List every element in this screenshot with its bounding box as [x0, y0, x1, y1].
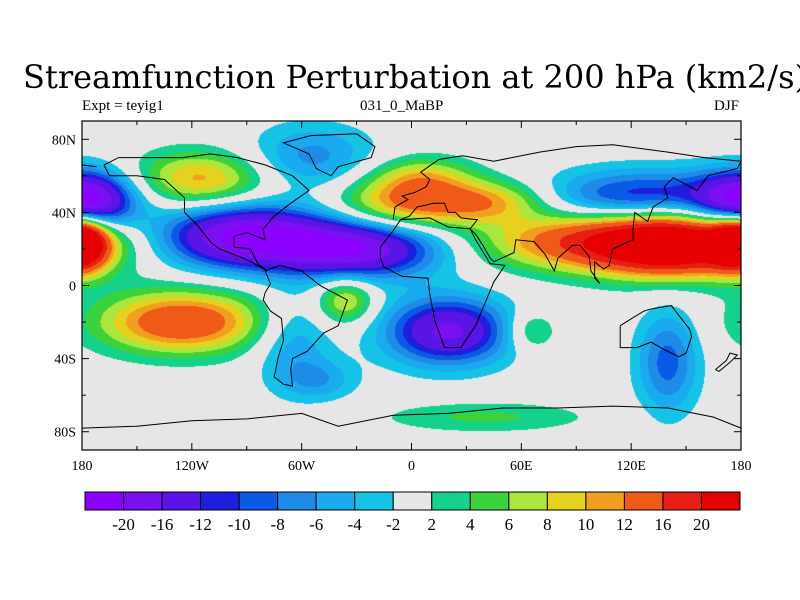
x-tick-label: 180: [72, 459, 93, 474]
coastline: [262, 264, 349, 387]
contour-field: [82, 121, 741, 450]
subtitle-season: DJF: [714, 98, 740, 114]
colorbar: -20 -16 -12 -10 -8 -6 -4 -2 2 4 6 8 10 12 16 20: [84, 491, 741, 534]
colorbar-box: [277, 491, 317, 511]
colorbar-box: [315, 491, 356, 511]
subtitle-experiment: Expt = teyig1: [82, 98, 164, 114]
colorbar-box: [392, 491, 433, 511]
contour-raster: [82, 121, 741, 450]
coastline: [392, 144, 742, 220]
colorbar-box: [546, 491, 587, 511]
colorbar-box: [354, 491, 394, 511]
colorbar-label: 12: [616, 515, 633, 534]
y-axis: 80N 40N 0 40S 80S: [52, 133, 741, 441]
colorbar-label: -6: [309, 515, 323, 534]
y-tick-label: 40S: [54, 353, 76, 368]
colorbar-label: -8: [271, 515, 285, 534]
colorbar-box: [123, 491, 163, 511]
colorbar-box: [200, 491, 240, 511]
coastline: [400, 160, 742, 285]
colorbar-label: 20: [693, 515, 710, 534]
x-tick-label: 60W: [288, 459, 316, 474]
colorbar-label: -2: [386, 515, 400, 534]
colorbar-box: [469, 491, 510, 511]
x-tick-label: 120W: [175, 459, 210, 474]
x-tick-label: 180: [731, 459, 752, 474]
colorbar-label: 8: [543, 515, 552, 534]
colorbar-box: [585, 491, 625, 511]
coastline: [103, 153, 310, 272]
colorbar-label: 10: [577, 515, 594, 534]
x-tick-label: 0: [408, 459, 415, 474]
colorbar-label: -12: [189, 515, 212, 534]
colorbar-box: [238, 491, 279, 511]
chart-title: Streamfunction Perturbation at 200 hPa (…: [23, 58, 800, 96]
subtitle-case: 031_0_MaBP: [360, 98, 444, 114]
y-tick-label: 80N: [52, 133, 76, 148]
coastline: [81, 405, 742, 429]
colorbar-label: 6: [505, 515, 514, 534]
x-tick-label: 60E: [510, 459, 533, 474]
coastline: [281, 133, 376, 177]
colorbar-label: 2: [428, 515, 437, 534]
colorbar-box: [161, 491, 202, 511]
x-tick-label: 120E: [616, 459, 646, 474]
y-tick-label: 40N: [52, 206, 76, 221]
colorbar-box: [431, 491, 471, 511]
coastlines: [81, 133, 742, 429]
colorbar-box: [700, 491, 741, 511]
coastline: [81, 164, 97, 168]
colorbar-label: 4: [466, 515, 475, 534]
y-tick-label: 80S: [54, 426, 76, 441]
colorbar-label: -20: [112, 515, 135, 534]
colorbar-label: -16: [151, 515, 174, 534]
colorbar-label: -4: [348, 515, 363, 534]
coastline: [379, 217, 506, 349]
colorbar-box: [84, 491, 125, 511]
colorbar-box: [508, 491, 548, 511]
coastline: [619, 305, 693, 358]
colorbar-label: -10: [228, 515, 251, 534]
colorbar-box: [623, 491, 664, 511]
x-axis: 180 120W 60W 0 60E 120E 180: [72, 121, 752, 474]
y-tick-label: 0: [69, 280, 76, 295]
colorbar-label: 16: [654, 515, 671, 534]
colorbar-box: [662, 491, 702, 511]
coastline: [715, 352, 739, 372]
